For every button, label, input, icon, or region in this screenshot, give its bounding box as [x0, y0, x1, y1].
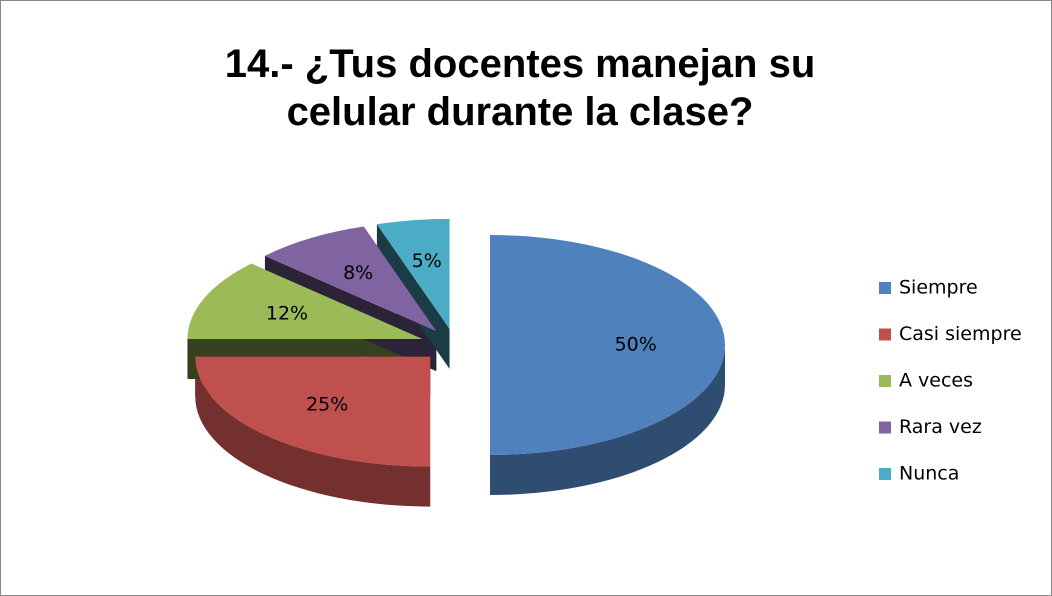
- slice-side: [195, 356, 431, 507]
- data-label: 8%: [343, 262, 373, 284]
- data-label: 50%: [615, 334, 657, 356]
- pie-tops: 50% 25% 12% 8% 5%: [187, 218, 725, 467]
- pie-slice: [195, 356, 431, 467]
- legend-swatch: [879, 282, 891, 294]
- legend-label: Nunca: [899, 463, 959, 485]
- slice-wall: [376, 224, 450, 369]
- legend-swatch: [879, 375, 891, 387]
- slice-side: [490, 345, 725, 495]
- legend-label: Rara vez: [899, 416, 982, 438]
- legend-label: Casi siempre: [899, 323, 1022, 345]
- data-label: 12%: [266, 302, 308, 324]
- pie-slice: [264, 226, 437, 332]
- data-label: 5%: [412, 250, 442, 272]
- legend-swatch: [879, 421, 891, 434]
- pie-slice: [490, 235, 725, 455]
- legend-swatch: [879, 468, 891, 480]
- legend-label: A veces: [899, 370, 973, 392]
- legend-label: Siempre: [899, 277, 978, 299]
- legend-swatch: [879, 328, 891, 341]
- data-label: 25%: [306, 393, 348, 415]
- pie-slice: [187, 263, 423, 339]
- pie-slice: [376, 218, 450, 329]
- chart-title: 14.- ¿Tus docentes manejan su celular du…: [224, 42, 816, 134]
